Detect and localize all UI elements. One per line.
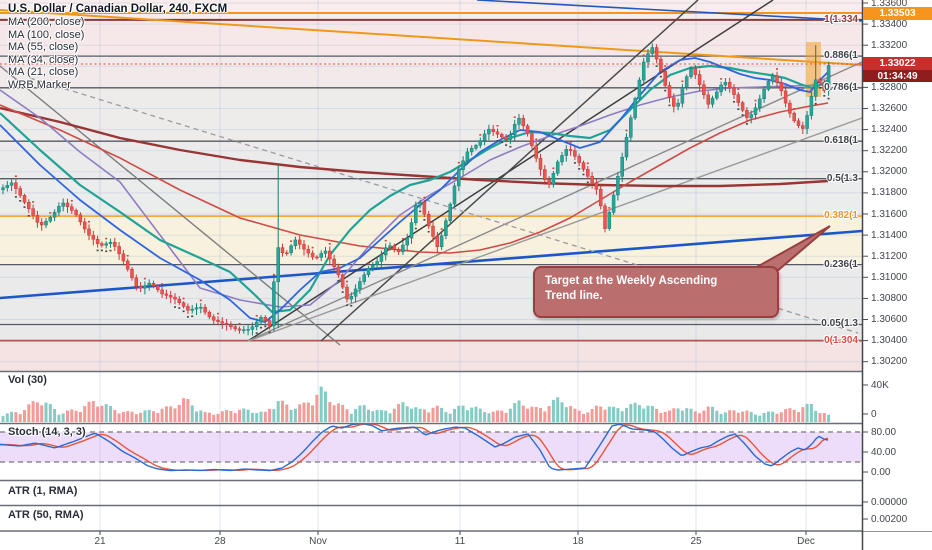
gridlines xyxy=(0,0,862,531)
fib-level-label[interactable]: 0.886(1 xyxy=(824,50,858,62)
fib-zone-band xyxy=(0,216,862,265)
chart-legend: U.S. Dollar / Canadian Dollar, 240, FXCM… xyxy=(8,3,227,92)
gray-channel-line xyxy=(247,117,863,342)
price-tick-label: 1.31800 xyxy=(871,187,908,199)
blue-descending-trendline xyxy=(476,0,863,22)
indicator-ma34[interactable]: MA (34, close) xyxy=(8,53,79,66)
volume-bars[interactable] xyxy=(1,386,831,422)
ma-200-line[interactable] xyxy=(0,106,829,188)
price-tick-label: 1.31200 xyxy=(871,250,908,262)
black-fan-line-2 xyxy=(320,0,699,342)
price-tick-label: 1.31600 xyxy=(871,208,908,220)
fib-level-label[interactable]: 0.5(1.3 xyxy=(826,172,858,184)
gray-descending-trendline xyxy=(0,65,341,346)
price-tick-label: 1.31400 xyxy=(871,229,908,241)
fib-zone-band xyxy=(0,141,862,179)
fib-level-label[interactable]: 0(1.304 xyxy=(824,334,858,346)
annotation-callout[interactable]: Target at the Weekly Ascending Trend lin… xyxy=(533,266,779,318)
time-axis-label[interactable]: 25 xyxy=(690,536,702,547)
price-tick-label: 1.30600 xyxy=(871,314,908,325)
fib-zone-band xyxy=(0,0,862,20)
indicator-ma55[interactable]: MA (55, close) xyxy=(8,41,79,54)
stoch-overbought-oversold-band xyxy=(0,432,862,462)
fib-level-label[interactable]: 1(1.334 xyxy=(824,13,858,25)
price-tick-label: 1.33200 xyxy=(871,39,908,51)
axis-tick-marks xyxy=(99,2,868,535)
annotation-text-line1: Target at the Weekly Ascending xyxy=(545,275,718,287)
fib-zone-band xyxy=(0,56,862,88)
symbol-title[interactable]: U.S. Dollar / Canadian Dollar, 240, FXCM xyxy=(8,3,228,15)
stoch-tick-label: 80.00 xyxy=(871,426,897,438)
price-tick-label: 1.31000 xyxy=(871,271,908,283)
volume-tick-label: 40K xyxy=(871,379,889,391)
fib-level-label[interactable]: 0.382(1 xyxy=(824,210,858,222)
fib-level-label[interactable]: 0.618(1 xyxy=(824,135,858,147)
time-axis-label[interactable]: 28 xyxy=(214,536,226,547)
last-price-badge: 1.33022 xyxy=(863,57,932,70)
time-axis-label[interactable]: Dec xyxy=(797,536,815,547)
price-axis-background[interactable] xyxy=(863,0,932,531)
price-tick-label: 1.32800 xyxy=(871,81,908,93)
price-tick-label: 1.33400 xyxy=(871,18,908,30)
atr1-tick-label: 0.00000 xyxy=(871,496,908,508)
atr50-pane-label[interactable]: ATR (50, RMA) xyxy=(8,509,84,521)
volume-pane-label[interactable]: Vol (30) xyxy=(8,374,47,386)
price-tick-label: 1.32200 xyxy=(871,145,908,157)
time-axis-label[interactable]: Nov xyxy=(309,536,327,547)
fib-zone-band xyxy=(0,87,862,142)
ma-34-line[interactable] xyxy=(0,64,829,314)
fib-zone-band xyxy=(0,340,862,371)
indicator-wrb-marker[interactable]: WRB Marker xyxy=(8,78,71,91)
stoch-tick-label: 0.00 xyxy=(871,466,891,478)
indicator-ma21[interactable]: MA (21, close) xyxy=(8,66,79,79)
stoch-pane-label[interactable]: Stoch (14, 3, 3) xyxy=(8,426,86,438)
ma-100-line[interactable] xyxy=(0,102,829,254)
stoch-tick-label: 40.00 xyxy=(871,446,897,458)
stoch-k-line[interactable] xyxy=(0,423,829,472)
fib-level-label[interactable]: 0.05(1.3 xyxy=(821,318,858,330)
price-tick-label: 1.30200 xyxy=(871,356,908,368)
orange-descending-trendline xyxy=(0,9,863,66)
time-axis-label[interactable]: 21 xyxy=(94,536,106,547)
indicator-ma100[interactable]: MA (100, close) xyxy=(8,28,85,41)
price-tick-label: 1.33600 xyxy=(871,0,908,9)
bar-countdown-badge: 01:34:49 xyxy=(863,70,932,82)
fib-level-label[interactable]: 0.236(1 xyxy=(824,258,858,270)
candlestick-series[interactable] xyxy=(1,43,831,336)
time-axis-label[interactable]: 18 xyxy=(572,536,584,547)
ma-21-line[interactable] xyxy=(0,57,829,323)
wrb-candle-markers xyxy=(14,54,830,334)
orange-price-badge: 1.33503 xyxy=(863,7,932,20)
price-tick-label: 1.32600 xyxy=(871,103,908,114)
indicator-ma200[interactable]: MA (200, close) xyxy=(8,16,85,28)
price-tick-label: 1.32000 xyxy=(871,166,908,178)
price-tick-label: 1.30800 xyxy=(871,292,908,304)
time-axis-label[interactable]: 11 xyxy=(454,536,466,547)
price-tick-label: 1.32400 xyxy=(871,124,908,136)
fib-zone-band xyxy=(0,324,862,341)
annotation-text-line2: Trend line. xyxy=(545,289,603,302)
atr1-pane-label[interactable]: ATR (1, RMA) xyxy=(8,485,78,497)
fib-retracement-lines[interactable] xyxy=(0,18,862,342)
volume-tick-label: 0 xyxy=(871,408,877,420)
price-tick-label: 1.30400 xyxy=(871,335,908,347)
fib-level-label[interactable]: 0.786(1 xyxy=(824,81,858,93)
atr50-tick-label: 0.00200 xyxy=(871,513,908,525)
